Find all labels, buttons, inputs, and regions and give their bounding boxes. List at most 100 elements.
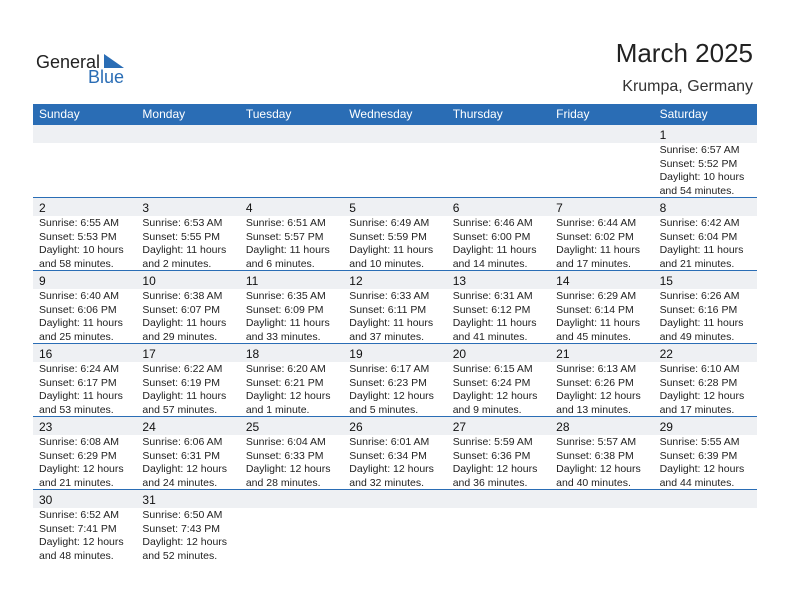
sun-info: Sunrise: 6:38 AM xyxy=(142,290,223,302)
sun-info: Daylight: 12 hours xyxy=(245,390,331,402)
weekday: Friday xyxy=(556,107,590,121)
sun-info: Sunset: 6:02 PM xyxy=(556,230,634,243)
sun-info: and 49 minutes. xyxy=(659,330,735,343)
sun-info: Sunset: 6:16 PM xyxy=(659,303,738,316)
sun-info: and 57 minutes. xyxy=(142,403,218,416)
sun-info: and 17 minutes. xyxy=(659,403,735,416)
sun-info: Sunrise: 6:04 AM xyxy=(245,436,326,448)
sun-info: Daylight: 12 hours xyxy=(142,463,228,475)
logo-icon xyxy=(104,54,124,68)
sun-info: Sunrise: 6:01 AM xyxy=(349,436,430,448)
date-band xyxy=(33,271,757,289)
sun-info: and 1 minute. xyxy=(245,403,310,416)
sun-info: and 6 minutes. xyxy=(245,257,315,270)
title: March 2025 xyxy=(615,38,753,68)
sun-info: Sunrise: 6:20 AM xyxy=(245,363,326,375)
sun-info: Daylight: 11 hours xyxy=(659,244,744,256)
sun-info: Sunrise: 6:53 AM xyxy=(142,217,223,229)
date-band xyxy=(33,125,757,143)
weekday: Saturday xyxy=(659,107,708,121)
sun-info: Daylight: 12 hours xyxy=(556,463,641,475)
sun-info: and 48 minutes. xyxy=(39,549,114,562)
sun-info: Sunrise: 5:59 AM xyxy=(452,436,533,448)
sun-info: Daylight: 11 hours xyxy=(349,317,434,329)
sun-info: Sunset: 6:38 PM xyxy=(556,449,634,462)
sun-info: Sunset: 6:09 PM xyxy=(245,303,324,316)
sun-info: Sunset: 6:00 PM xyxy=(452,230,531,243)
sun-info: Daylight: 12 hours xyxy=(659,390,745,402)
sun-info: and 41 minutes. xyxy=(452,330,528,343)
sun-info: Sunset: 6:26 PM xyxy=(556,376,634,389)
day-number: 18 xyxy=(245,347,260,361)
sun-info: and 10 minutes. xyxy=(349,257,424,270)
sun-info: Sunrise: 6:57 AM xyxy=(659,144,740,156)
row-separator xyxy=(33,343,757,344)
sun-info: Sunrise: 6:26 AM xyxy=(659,290,740,302)
sun-info: Sunrise: 6:44 AM xyxy=(556,217,637,229)
sun-info: Sunset: 6:34 PM xyxy=(349,449,427,462)
sun-info: Sunrise: 6:08 AM xyxy=(39,436,119,448)
day-number: 14 xyxy=(556,274,570,288)
day-number: 17 xyxy=(142,347,156,361)
date-band xyxy=(33,344,757,362)
sun-info: Sunset: 5:55 PM xyxy=(142,230,221,243)
sun-info: Sunset: 5:52 PM xyxy=(659,157,738,170)
weekday: Monday xyxy=(142,107,186,121)
sun-info: and 28 minutes. xyxy=(245,476,321,489)
sun-info: and 21 minutes. xyxy=(659,257,735,270)
date-band xyxy=(33,417,757,435)
day-number: 28 xyxy=(556,420,570,434)
sun-info: Sunrise: 6:31 AM xyxy=(452,290,533,302)
sun-info: Sunset: 6:07 PM xyxy=(142,303,221,316)
day-number: 11 xyxy=(245,274,259,288)
weekday-bar xyxy=(33,104,757,125)
weekday: Sunday xyxy=(39,107,80,121)
sun-info: Daylight: 12 hours xyxy=(245,463,331,475)
day-number: 29 xyxy=(659,420,673,434)
sun-info: Sunset: 6:14 PM xyxy=(556,303,634,316)
sun-info: Sunrise: 6:35 AM xyxy=(245,290,326,302)
sun-info: Sunrise: 6:22 AM xyxy=(142,363,223,375)
sun-info: Daylight: 10 hours xyxy=(659,171,745,183)
sun-info: Sunrise: 6:15 AM xyxy=(452,363,533,375)
day-number: 30 xyxy=(39,493,53,507)
sun-info: Daylight: 11 hours xyxy=(245,244,330,256)
day-number: 19 xyxy=(349,347,363,361)
sun-info: Daylight: 12 hours xyxy=(452,390,538,402)
sun-info: Sunrise: 6:06 AM xyxy=(142,436,223,448)
sun-info: and 36 minutes. xyxy=(452,476,528,489)
sun-info: and 13 minutes. xyxy=(556,403,631,416)
day-number: 23 xyxy=(39,420,53,434)
day-number: 20 xyxy=(452,347,467,361)
day-number: 12 xyxy=(349,274,363,288)
day-number: 27 xyxy=(452,420,467,434)
date-band xyxy=(33,490,757,508)
sun-info: Sunset: 7:43 PM xyxy=(142,522,221,535)
sun-info: Sunrise: 6:40 AM xyxy=(39,290,119,302)
logo-text: Blue xyxy=(88,67,125,87)
sun-info: Daylight: 11 hours xyxy=(142,317,227,329)
sun-info: Sunrise: 6:24 AM xyxy=(39,363,119,375)
sun-info: Sunset: 6:28 PM xyxy=(659,376,738,389)
day-number: 1 xyxy=(659,128,667,142)
day-number: 21 xyxy=(556,347,570,361)
sun-info: Daylight: 11 hours xyxy=(245,317,330,329)
day-number: 9 xyxy=(39,274,46,288)
sun-info: Daylight: 11 hours xyxy=(556,317,640,329)
sun-info: and 29 minutes. xyxy=(142,330,218,343)
day-number: 2 xyxy=(39,201,46,215)
sun-info: Sunset: 6:19 PM xyxy=(142,376,221,389)
day-number: 6 xyxy=(452,201,460,215)
day-number: 15 xyxy=(659,274,673,288)
sun-info: Daylight: 11 hours xyxy=(452,317,537,329)
sun-info: and 17 minutes. xyxy=(556,257,631,270)
sun-info: Sunrise: 5:57 AM xyxy=(556,436,637,448)
sun-info: Sunset: 6:24 PM xyxy=(452,376,531,389)
day-number: 26 xyxy=(349,420,363,434)
sun-info: Daylight: 12 hours xyxy=(39,536,124,548)
sun-info: Sunset: 6:23 PM xyxy=(349,376,427,389)
sun-info: Daylight: 11 hours xyxy=(142,244,227,256)
sun-info: Sunset: 6:04 PM xyxy=(659,230,738,243)
sun-info: Sunrise: 6:55 AM xyxy=(39,217,119,229)
